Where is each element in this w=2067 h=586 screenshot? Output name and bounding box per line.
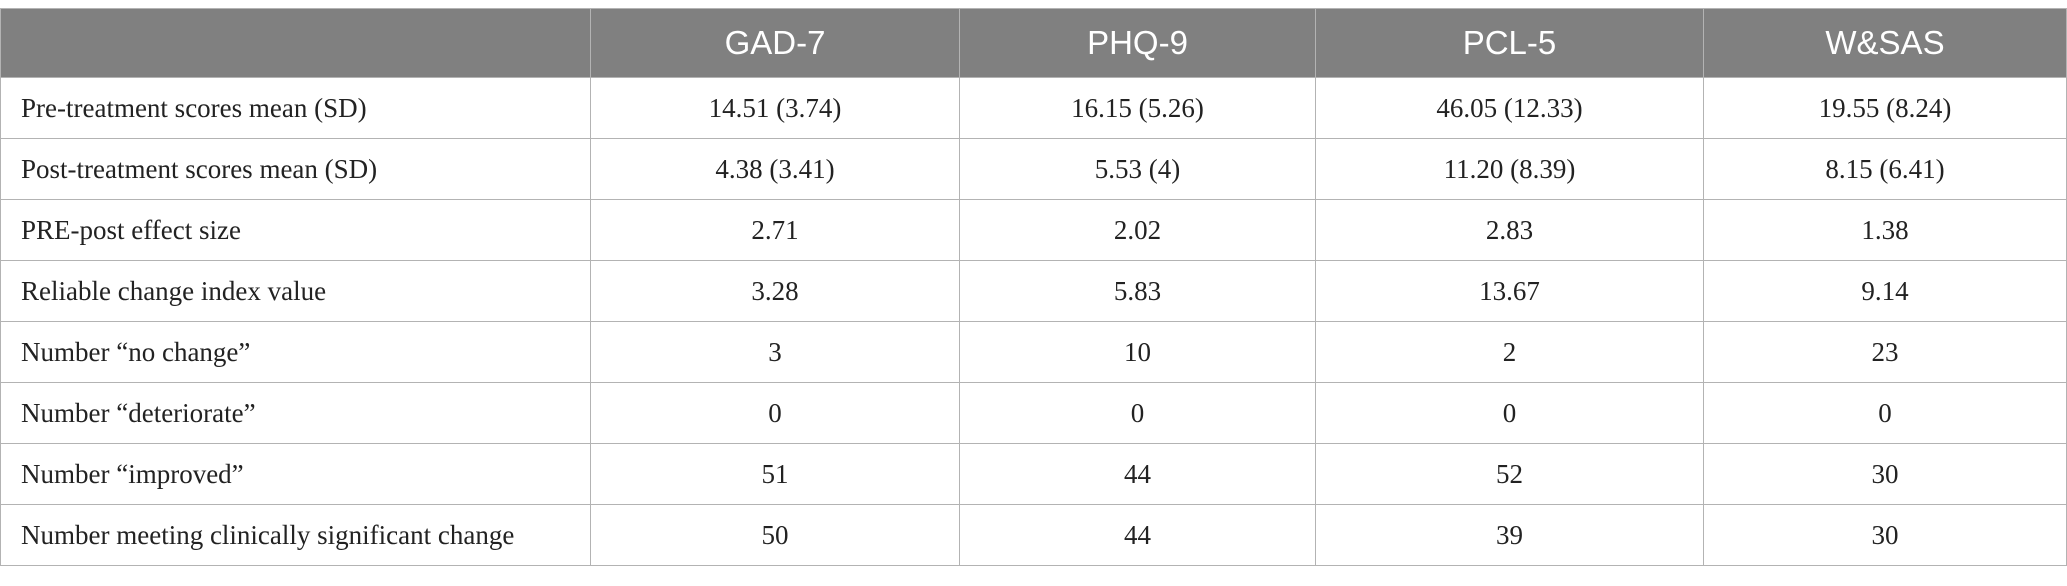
table-cell: 30 (1703, 443, 2067, 505)
results-table-container: GAD-7 PHQ-9 PCL-5 W&SAS Pre-treatment sc… (0, 8, 2067, 566)
table-cell: 52 (1315, 443, 1704, 505)
table-cell: 51 (590, 443, 960, 505)
row-label: PRE-post effect size (0, 199, 591, 261)
row-label: Number meeting clinically significant ch… (0, 504, 591, 566)
table-cell: 0 (1703, 382, 2067, 444)
table-cell: 4.38 (3.41) (590, 138, 960, 200)
table-row: Post-treatment scores mean (SD) 4.38 (3.… (0, 138, 2067, 200)
row-label: Number “deteriorate” (0, 382, 591, 444)
table-body: Pre-treatment scores mean (SD) 14.51 (3.… (0, 77, 2067, 566)
header-cell-gad7: GAD-7 (590, 8, 960, 78)
table-row: Number “deteriorate” 0 0 0 0 (0, 382, 2067, 444)
table-cell: 5.83 (959, 260, 1316, 322)
table-cell: 5.53 (4) (959, 138, 1316, 200)
table-cell: 0 (1315, 382, 1704, 444)
table-cell: 14.51 (3.74) (590, 77, 960, 139)
table-cell: 2.02 (959, 199, 1316, 261)
table-row: Pre-treatment scores mean (SD) 14.51 (3.… (0, 77, 2067, 139)
table-row: Number “improved” 51 44 52 30 (0, 443, 2067, 505)
table-cell: 23 (1703, 321, 2067, 383)
table-row: Number “no change” 3 10 2 23 (0, 321, 2067, 383)
header-cell-phq9: PHQ-9 (959, 8, 1316, 78)
table-cell: 2 (1315, 321, 1704, 383)
table-cell: 11.20 (8.39) (1315, 138, 1704, 200)
table-row: Reliable change index value 3.28 5.83 13… (0, 260, 2067, 322)
table-cell: 2.83 (1315, 199, 1704, 261)
table-cell: 3.28 (590, 260, 960, 322)
table-cell: 10 (959, 321, 1316, 383)
table-cell: 16.15 (5.26) (959, 77, 1316, 139)
table-cell: 50 (590, 504, 960, 566)
table-cell: 39 (1315, 504, 1704, 566)
header-cell-empty (0, 8, 591, 78)
row-label: Number “improved” (0, 443, 591, 505)
table-cell: 0 (959, 382, 1316, 444)
results-table: GAD-7 PHQ-9 PCL-5 W&SAS Pre-treatment sc… (0, 8, 2067, 566)
row-label: Pre-treatment scores mean (SD) (0, 77, 591, 139)
header-row: GAD-7 PHQ-9 PCL-5 W&SAS (0, 8, 2067, 78)
header-cell-wsas: W&SAS (1703, 8, 2067, 78)
table-cell: 44 (959, 443, 1316, 505)
table-cell: 19.55 (8.24) (1703, 77, 2067, 139)
table-cell: 30 (1703, 504, 2067, 566)
table-row: PRE-post effect size 2.71 2.02 2.83 1.38 (0, 199, 2067, 261)
row-label: Reliable change index value (0, 260, 591, 322)
header-cell-pcl5: PCL-5 (1315, 8, 1704, 78)
table-cell: 3 (590, 321, 960, 383)
table-cell: 1.38 (1703, 199, 2067, 261)
table-cell: 44 (959, 504, 1316, 566)
table-cell: 8.15 (6.41) (1703, 138, 2067, 200)
table-cell: 46.05 (12.33) (1315, 77, 1704, 139)
row-label: Number “no change” (0, 321, 591, 383)
table-cell: 2.71 (590, 199, 960, 261)
row-label: Post-treatment scores mean (SD) (0, 138, 591, 200)
table-row: Number meeting clinically significant ch… (0, 504, 2067, 566)
table-cell: 9.14 (1703, 260, 2067, 322)
table-header: GAD-7 PHQ-9 PCL-5 W&SAS (0, 8, 2067, 78)
table-cell: 0 (590, 382, 960, 444)
table-cell: 13.67 (1315, 260, 1704, 322)
